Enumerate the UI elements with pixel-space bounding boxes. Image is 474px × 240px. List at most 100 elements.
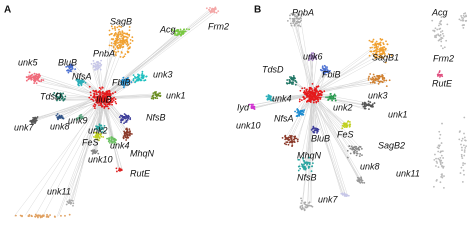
node (152, 94, 155, 97)
node (463, 116, 466, 119)
node (127, 48, 130, 50)
node (95, 93, 98, 95)
node (308, 201, 311, 204)
node (435, 157, 437, 160)
node (323, 90, 326, 93)
node (442, 35, 445, 37)
node (100, 101, 103, 103)
node (367, 102, 370, 105)
node (69, 200, 71, 203)
node (108, 44, 111, 47)
node (376, 47, 378, 50)
node (299, 113, 302, 115)
node (321, 67, 324, 69)
node (71, 64, 74, 67)
node (101, 86, 104, 89)
node (317, 85, 320, 88)
node (93, 131, 95, 134)
node (67, 71, 70, 74)
node (117, 33, 120, 35)
node (440, 40, 443, 43)
node (317, 100, 319, 102)
node (289, 14, 291, 17)
node (27, 215, 30, 217)
node (25, 79, 28, 82)
node (358, 145, 361, 148)
edge (310, 59, 378, 97)
node (108, 138, 110, 141)
node (303, 201, 306, 204)
node (72, 204, 74, 207)
node (320, 94, 323, 96)
node (126, 118, 129, 121)
node (371, 41, 374, 44)
cluster-label: unk9 (68, 115, 88, 125)
node (115, 43, 117, 45)
node (93, 68, 96, 71)
node (289, 22, 292, 25)
node (310, 99, 313, 101)
node (462, 26, 465, 29)
node (381, 38, 384, 41)
edge (33, 97, 105, 122)
node (321, 65, 324, 68)
node (123, 113, 126, 115)
cluster-label: MhqN (297, 150, 322, 160)
node (301, 204, 304, 207)
node (285, 141, 288, 143)
node (441, 161, 444, 164)
edge (67, 96, 101, 205)
node (341, 127, 344, 130)
node (93, 92, 95, 95)
node (297, 24, 299, 27)
node (29, 120, 32, 123)
cluster-label: unk11 (47, 186, 71, 196)
node (215, 11, 218, 14)
node (100, 59, 103, 62)
node (266, 97, 269, 100)
node (341, 124, 344, 127)
edge (34, 78, 103, 98)
node (283, 142, 286, 145)
node (127, 84, 129, 86)
node (330, 94, 333, 97)
node (115, 102, 118, 105)
node (461, 149, 463, 151)
node (101, 131, 103, 133)
node (326, 71, 329, 73)
node (312, 92, 315, 94)
node (99, 95, 102, 98)
cluster-label: unk1 (388, 109, 408, 119)
node (375, 45, 378, 48)
node (306, 92, 309, 95)
node (292, 74, 295, 77)
edge (312, 79, 371, 92)
network-edges (13, 8, 389, 217)
node (94, 63, 97, 66)
edge (56, 98, 102, 217)
node (98, 136, 101, 139)
node (124, 35, 127, 38)
node (120, 81, 123, 84)
node (345, 123, 348, 126)
node (34, 77, 36, 79)
node (301, 163, 304, 166)
node (360, 177, 362, 180)
node (21, 214, 23, 217)
node (41, 214, 44, 217)
edge (311, 93, 360, 152)
cluster-label: unk8 (50, 121, 70, 131)
node (123, 130, 125, 133)
node (96, 102, 99, 104)
node (95, 89, 97, 92)
edge (101, 99, 123, 170)
node (329, 93, 332, 95)
edge (309, 95, 346, 197)
node (369, 101, 372, 104)
node (462, 17, 465, 20)
node (300, 199, 303, 202)
node (152, 96, 155, 99)
node (150, 97, 153, 100)
node (462, 14, 465, 17)
node (354, 149, 357, 152)
